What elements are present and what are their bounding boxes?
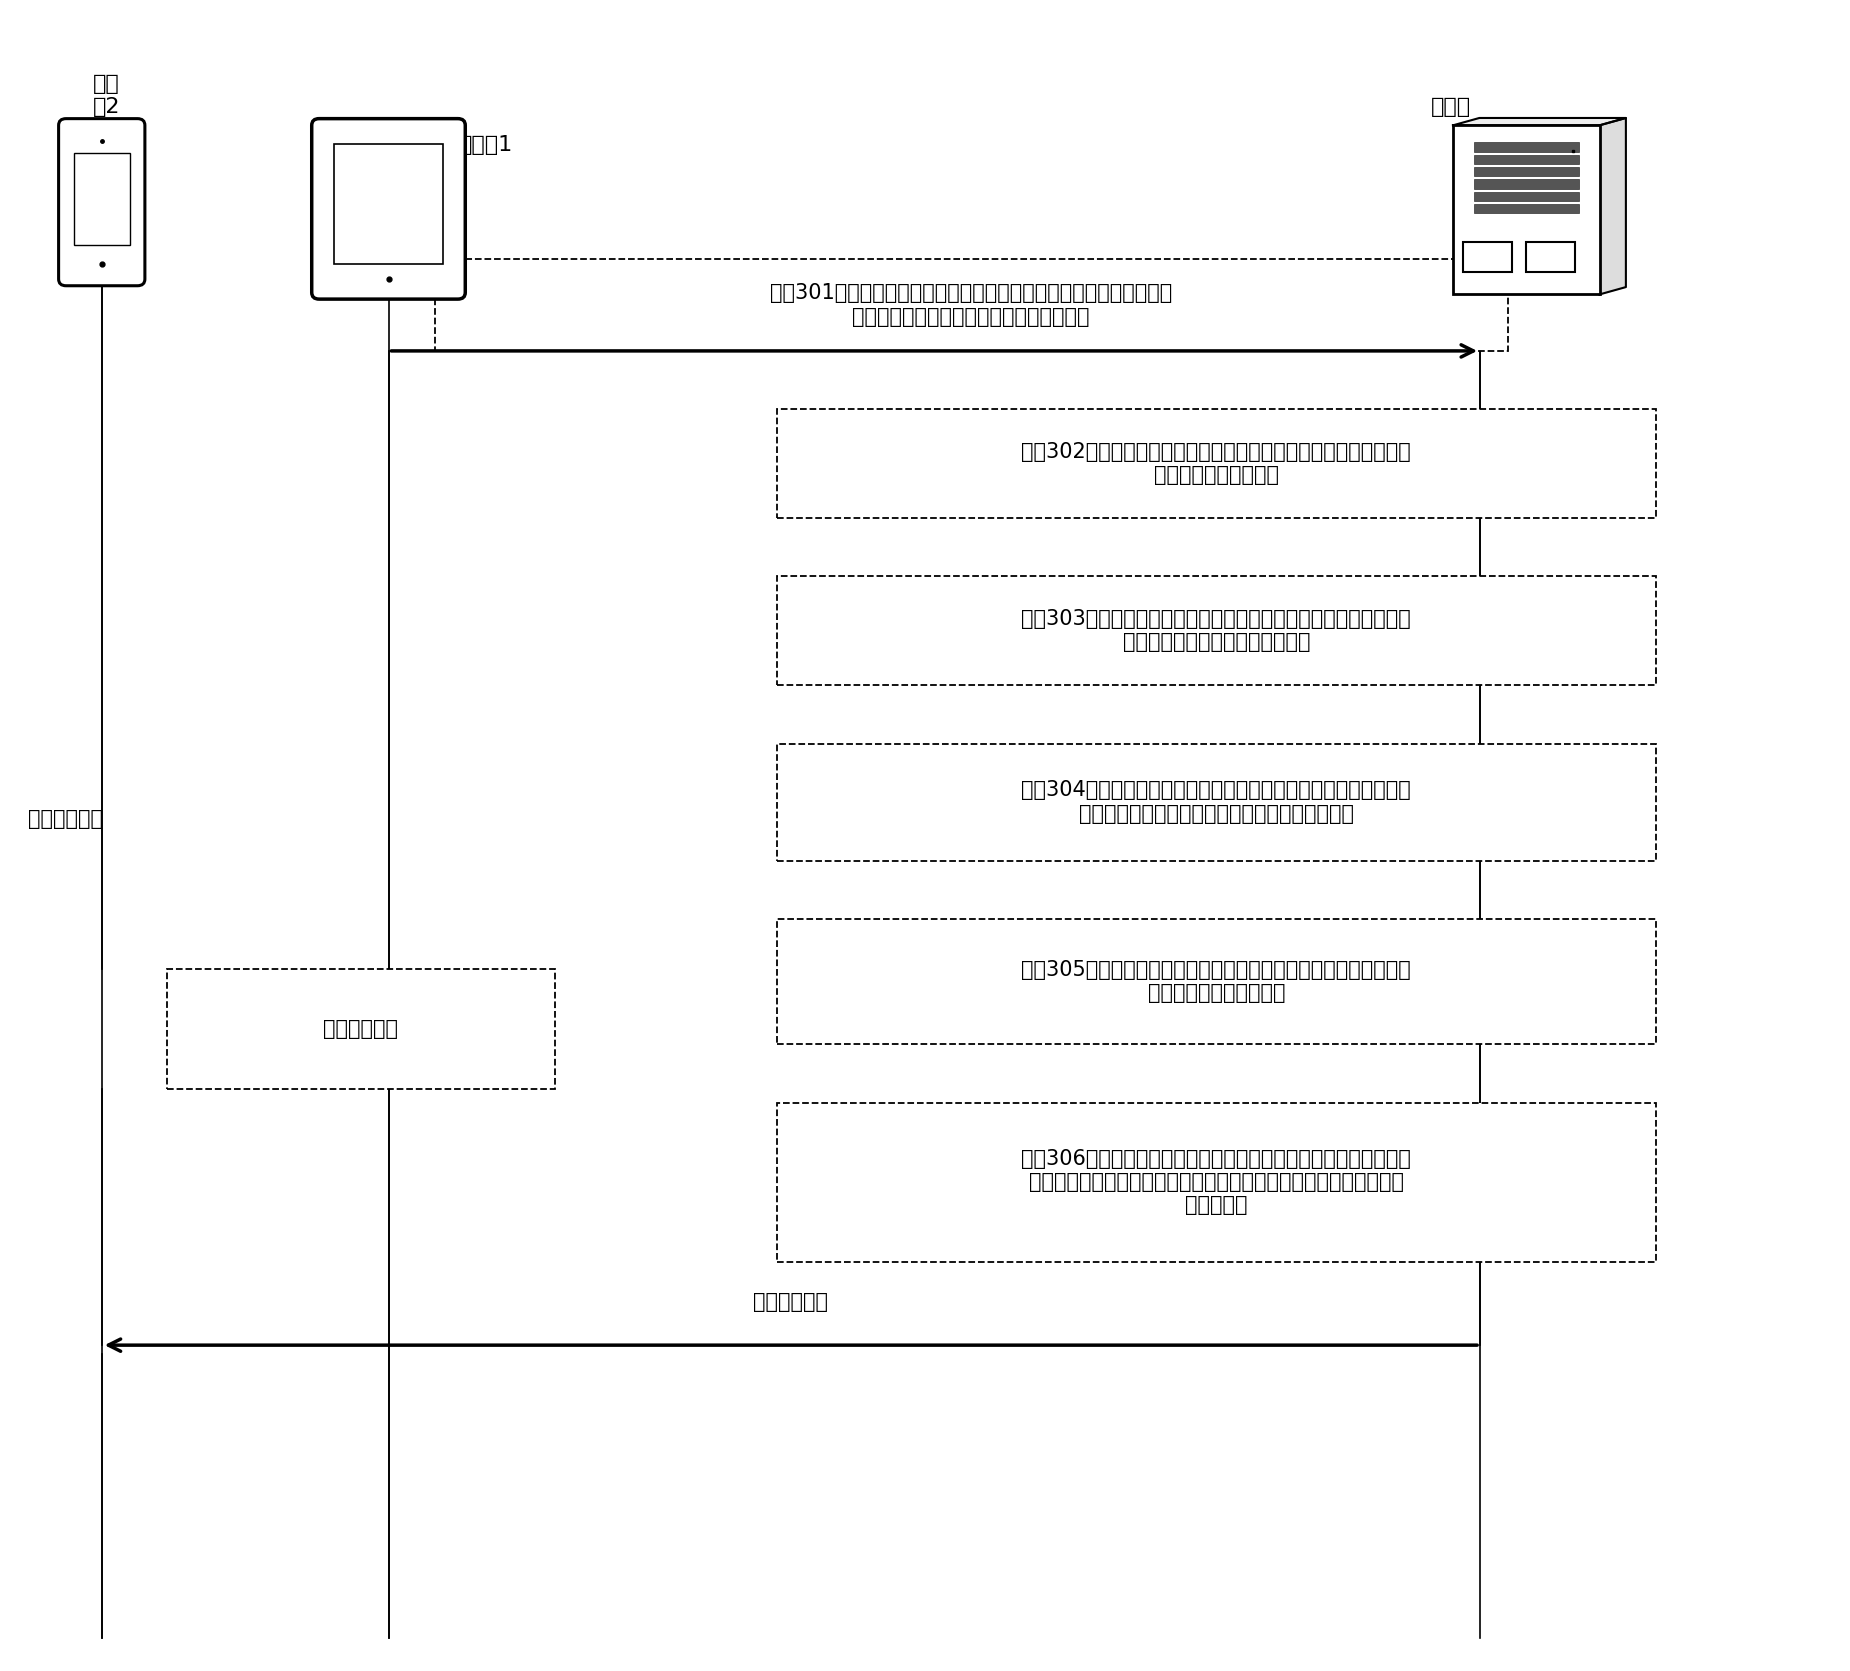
Text: 第一播报信息: 第一播报信息 <box>324 1019 398 1039</box>
Text: 步骤305：服务端通过播报模板对渲染播报信息的内容显示位置进行
调整，得到第二播报信息: 步骤305：服务端通过播报模板对渲染播报信息的内容显示位置进行 调整，得到第二播… <box>1021 961 1412 1003</box>
Text: 第二播报信息: 第二播报信息 <box>753 1292 829 1312</box>
Bar <box>777 919 1656 1044</box>
Bar <box>1473 179 1580 189</box>
Text: 步骤304：服务端根据播报的内容格式，对第一播报信息的文本颜色
信息和文本字号信息进行渲染，得到渲染播报信息: 步骤304：服务端根据播报的内容格式，对第一播报信息的文本颜色 信息和文本字号信… <box>1021 780 1412 824</box>
Bar <box>166 969 555 1089</box>
Bar <box>1526 242 1574 272</box>
Bar <box>1473 155 1580 164</box>
Bar <box>777 1103 1656 1262</box>
Text: 服务端: 服务端 <box>1430 97 1471 117</box>
Text: 步骤303：服务端通过密钥对中的私钥，对经过加密的第一播报信息
进行解密处理，得到第一播报信息: 步骤303：服务端通过密钥对中的私钥，对经过加密的第一播报信息 进行解密处理，得… <box>1021 610 1412 652</box>
Bar <box>435 259 1508 351</box>
Text: 步骤302：服务端解析基线数据，得到播报频率、播报对象、播报模
板以及播报的内容格式: 步骤302：服务端解析基线数据，得到播报频率、播报对象、播报模 板以及播报的内容… <box>1021 443 1412 485</box>
Bar <box>1473 204 1580 214</box>
FancyBboxPatch shape <box>311 119 466 299</box>
Bar <box>335 144 442 264</box>
Bar <box>1473 167 1580 175</box>
Text: 步骤306：服务端基于所述播报频率，将第二播报信息向播报对象进
行播报，以实现播报对象通过第二播报信息获知私有云系统健康巡检
情况的效果: 步骤306：服务端基于所述播报频率，将第二播报信息向播报对象进 行播报，以实现播… <box>1021 1150 1412 1215</box>
Polygon shape <box>1600 119 1626 294</box>
Bar <box>1452 125 1600 294</box>
Polygon shape <box>1452 119 1626 125</box>
FancyBboxPatch shape <box>59 119 144 286</box>
Text: 步骤301：服务端接收客户端传输的经过加密的第一播报信息，其中，
第一播报信息通过密钥对中的公钥进行加密: 步骤301：服务端接收客户端传输的经过加密的第一播报信息，其中， 第一播报信息通… <box>770 284 1173 326</box>
Bar <box>777 744 1656 861</box>
Text: 第二播报信息: 第二播报信息 <box>28 809 104 829</box>
Bar <box>777 576 1656 685</box>
Bar <box>74 154 130 246</box>
Text: 客户端1: 客户端1 <box>459 135 512 155</box>
Bar <box>1473 142 1580 152</box>
Bar <box>777 409 1656 518</box>
Text: 客户
端2: 客户 端2 <box>92 74 120 117</box>
Bar <box>1473 192 1580 201</box>
Bar <box>1463 242 1511 272</box>
